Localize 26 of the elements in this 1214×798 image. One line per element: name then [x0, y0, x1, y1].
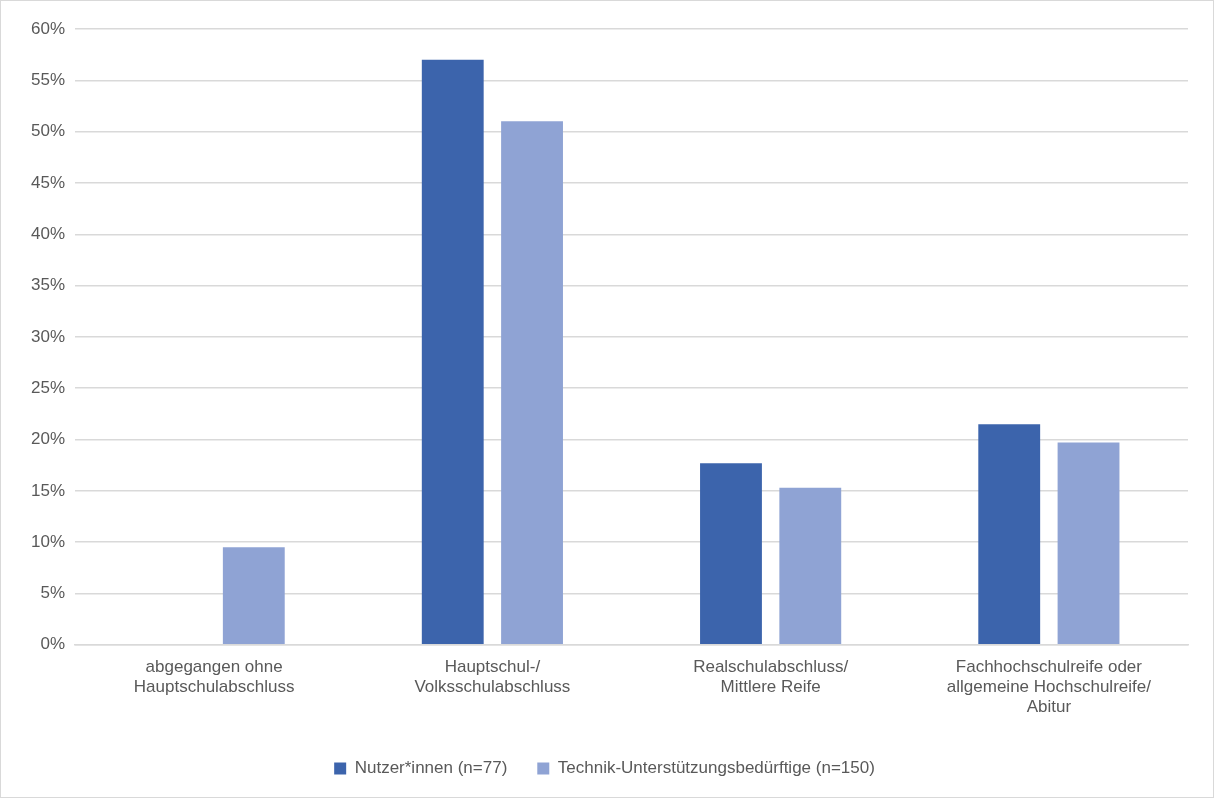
x-tick-label: abgegangen ohne Hauptschulabschluss — [133, 656, 295, 697]
bar — [978, 424, 1041, 645]
y-tick-label: 60% — [30, 18, 66, 38]
y-tick-label: 40% — [30, 223, 66, 243]
y-tick-label: 55% — [30, 70, 66, 89]
x-tick-label: Hauptschul-/ Volksschulabschluss — [414, 656, 571, 697]
legend-label: Nutzer*innen (n=77) — [354, 758, 508, 778]
bar — [501, 121, 563, 645]
bar — [700, 463, 762, 645]
y-tick-label: 0% — [40, 634, 66, 654]
y-tick-label: 20% — [30, 429, 66, 449]
legend-label: Technik-Unterstützungsbedürftige (n=150) — [557, 758, 875, 778]
y-tick-label: 35% — [30, 275, 66, 295]
y-tick-label: 15% — [30, 480, 66, 500]
bar — [222, 547, 285, 645]
x-tick-label: Realschulabschluss/ Mittlere Reife — [693, 656, 849, 697]
bar — [421, 59, 484, 645]
bar — [1057, 442, 1120, 645]
y-tick-label: 5% — [40, 583, 66, 603]
x-tick-label: Fachhochschulreife oder allgemeine Hochschulreife/ Abitur — [946, 656, 1152, 717]
y-tick-label: 25% — [30, 377, 66, 397]
y-tick-label: 50% — [30, 121, 66, 141]
y-tick-label: 30% — [30, 326, 66, 346]
y-tick-label: 10% — [30, 531, 66, 551]
bar — [779, 487, 842, 645]
y-tick-label: 45% — [30, 172, 66, 192]
